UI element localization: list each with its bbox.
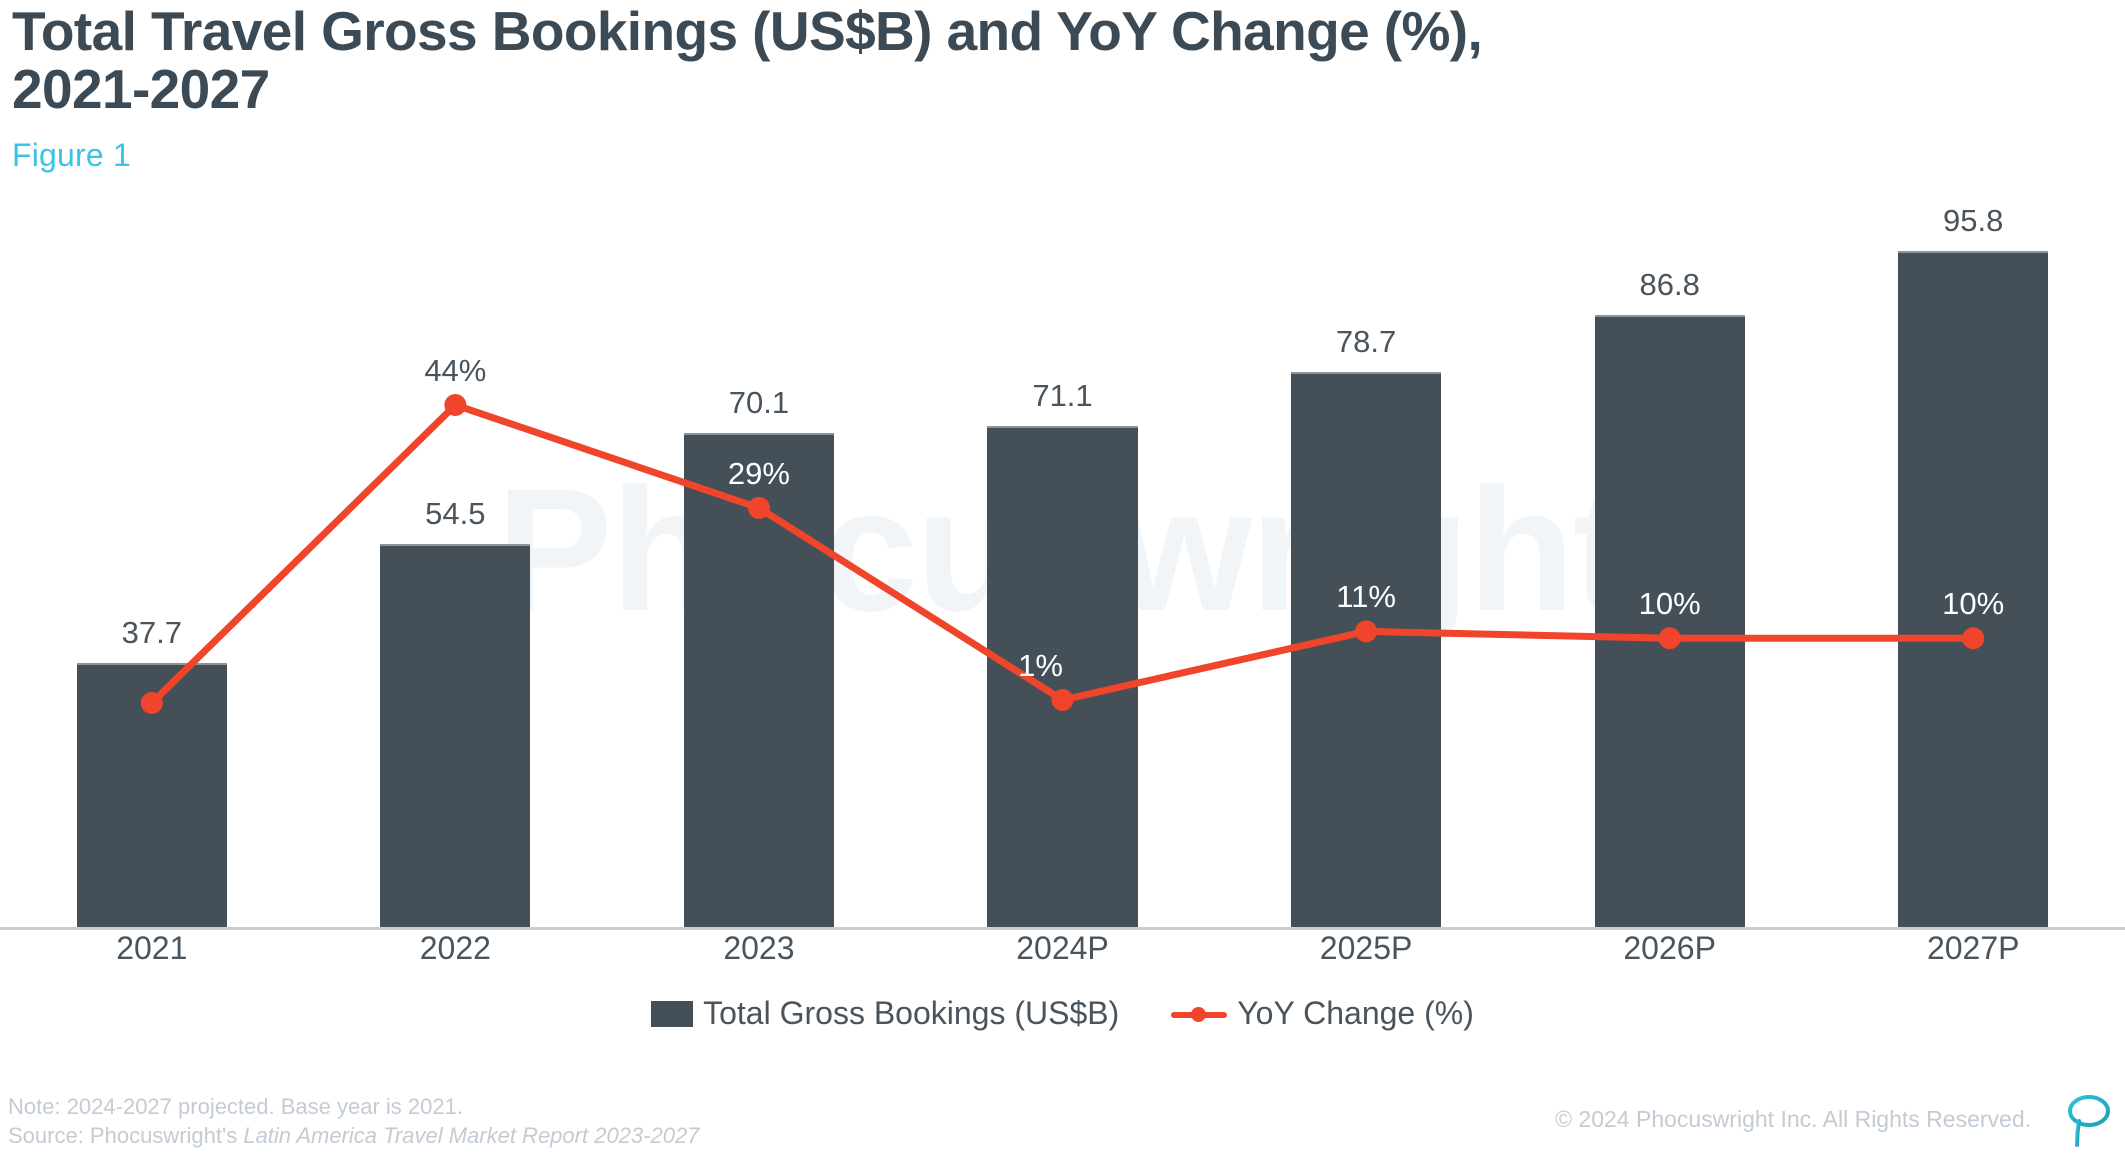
line-marker-2025P[interactable] (1355, 620, 1378, 643)
legend-label-yoy: YoY Change (%) (1237, 995, 1474, 1031)
bar-2027P[interactable] (1898, 250, 2049, 930)
page-title: Total Travel Gross Bookings (US$B) and Y… (12, 0, 1483, 121)
line-marker-2026P[interactable] (1658, 627, 1681, 650)
bar-2024P[interactable] (987, 425, 1138, 930)
x-axis-ticks: 2021 2022 2023 2024P 2025P 2026P 2027P (0, 930, 2125, 990)
line-marker-2022[interactable] (444, 394, 467, 416)
x-tick-2027P: 2027P (1926, 930, 2020, 966)
data-labels-layer: 37.7 54.5 70.1 71.1 78.7 86.8 95.8 44% 29% 1% 11% 1… (0, 150, 2125, 930)
chart-legend: Total Gross Bookings (US$B) YoY Change (… (0, 995, 2125, 1032)
bar-value-label-2022: 54.5 (425, 495, 486, 531)
chart-footer: Note: 2024-2027 projected. Base year is … (8, 1089, 2117, 1151)
bar-value-label-2023: 70.1 (728, 384, 790, 420)
bar-value-label-2024P: 71.1 (1032, 377, 1093, 413)
copyright-text: © 2024 Phocuswright Inc. All Rights Rese… (1555, 1105, 2031, 1132)
bar-2026P[interactable] (1594, 314, 1745, 930)
x-tick-2024P: 2024P (1016, 930, 1109, 966)
yoy-label-2025P: 11% (1336, 579, 1396, 615)
legend-item-yoy[interactable]: YoY Change (%) (1171, 995, 1474, 1032)
footnotes: Note: 2024-2027 projected. Base year is … (8, 1092, 699, 1151)
line-marker-2023[interactable] (747, 496, 770, 519)
x-tick-2023: 2023 (723, 930, 795, 966)
bar-value-label-2025P: 78.7 (1335, 323, 1397, 359)
yoy-label-2022: 44% (424, 353, 487, 388)
copyright-block: © 2024 Phocuswright Inc. All Rights Rese… (1555, 1089, 2117, 1151)
yoy-label-2023: 29% (727, 455, 790, 491)
bar-2022[interactable] (380, 543, 531, 930)
line-series-layer (140, 394, 1985, 714)
figure-label: Figure 1 (12, 136, 131, 173)
plot-area: Phocuswright 37.754.570.171.178.786.895.… (0, 150, 2125, 930)
bar-value-label-2026P: 86.8 (1639, 266, 1700, 302)
x-tick-2022: 2022 (419, 930, 491, 966)
line-marker-2027P[interactable] (1962, 627, 1985, 650)
line-marker-2024P[interactable] (1051, 689, 1074, 711)
line-marker-2021[interactable] (140, 692, 163, 714)
yoy-label-2024P: 1% (1018, 648, 1063, 683)
x-tick-2026P: 2026P (1623, 930, 1716, 966)
note-line: Note: 2024-2027 projected. Base year is … (8, 1093, 463, 1119)
source-line: Source: Phocuswright's Latin America Tra… (8, 1121, 699, 1151)
x-axis-line (0, 927, 2125, 930)
line-marker-icon (1171, 1006, 1228, 1022)
legend-item-bookings[interactable]: Total Gross Bookings (US$B) (651, 995, 1119, 1032)
yoy-label-2027P: 10% (1942, 586, 2005, 622)
bar-swatch-icon (651, 1000, 694, 1027)
chart-header: Total Travel Gross Bookings (US$B) and Y… (12, 2, 2012, 174)
legend-label-bookings: Total Gross Bookings (US$B) (703, 995, 1120, 1031)
source-prefix: Source: Phocuswright's (8, 1123, 244, 1149)
phocuswright-logo-icon (2068, 1095, 2110, 1147)
yoy-label-2026P: 10% (1638, 586, 1701, 622)
x-tick-2025P: 2025P (1319, 930, 1413, 966)
source-report-title: Latin America Travel Market Report 2023-… (243, 1123, 700, 1149)
x-tick-2021: 2021 (116, 930, 188, 966)
bar-value-label-2027P: 95.8 (1943, 202, 2004, 238)
bar-value-label-2021: 37.7 (121, 614, 182, 650)
bar-2025P[interactable] (1290, 371, 1442, 930)
